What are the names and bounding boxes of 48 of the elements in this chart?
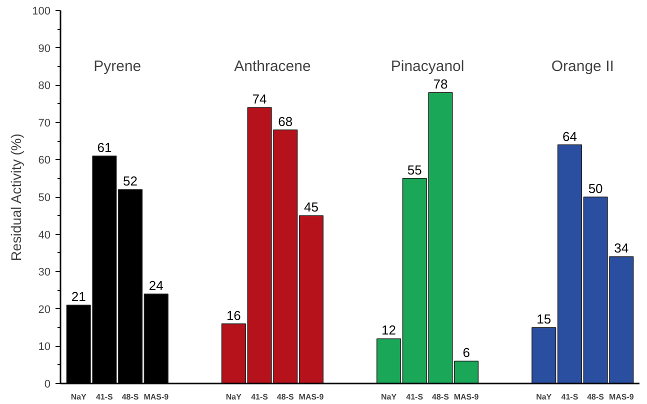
x-tick-label: 48-S xyxy=(122,392,140,402)
data-label: 21 xyxy=(71,289,86,304)
x-tick-label: NaY xyxy=(536,392,552,402)
x-tick-label: MAS-9 xyxy=(454,392,480,402)
data-label: 78 xyxy=(433,76,448,92)
x-tick-label: MAS-9 xyxy=(608,392,634,402)
x-tick-label: 48-S xyxy=(432,392,450,402)
x-tick-label: 41-S xyxy=(561,392,579,402)
x-tick-label: MAS-9 xyxy=(298,392,324,402)
data-label: 12 xyxy=(382,322,396,338)
annotation: Anthracene xyxy=(234,58,311,75)
x-tick-label: NaY xyxy=(380,392,398,402)
annotation: Orange II xyxy=(551,58,614,75)
data-label: 50 xyxy=(588,181,603,196)
x-tick-label: NaY xyxy=(70,392,88,402)
x-tick-label: 48-S xyxy=(276,392,294,402)
y-tick-label: 70 xyxy=(38,117,51,130)
data-label: 52 xyxy=(123,174,138,189)
y-tick-label: 10 xyxy=(38,341,51,354)
data-label: 34 xyxy=(614,240,629,256)
y-axis-title: Residual Activity (%) xyxy=(8,134,24,262)
y-tick-label: 30 xyxy=(38,266,51,279)
data-label: 15 xyxy=(536,312,552,327)
data-label: 16 xyxy=(226,308,241,323)
x-tick-label: MAS-9 xyxy=(144,392,170,402)
data-label: 24 xyxy=(148,278,164,293)
data-label: 45 xyxy=(304,200,318,215)
y-tick-label: 0 xyxy=(44,378,51,390)
y-tick-label: 20 xyxy=(38,304,51,316)
annotation: Pinacyanol xyxy=(390,58,464,75)
x-tick-label: 41-S xyxy=(406,392,424,402)
data-label: 61 xyxy=(97,140,112,155)
data-label: 68 xyxy=(278,114,293,129)
x-tick-label: 41-S xyxy=(96,392,114,402)
y-tick-label: 60 xyxy=(38,154,51,167)
data-label: 74 xyxy=(252,91,267,106)
x-tick-label: 41-S xyxy=(251,392,269,402)
y-tick-label: 90 xyxy=(38,42,51,55)
data-label: 64 xyxy=(562,128,577,144)
x-tick-label: 48-S xyxy=(587,392,605,402)
y-tick-label: 80 xyxy=(38,80,51,92)
y-tick-label: 100 xyxy=(32,6,51,18)
x-tick-label: NaY xyxy=(226,392,242,402)
y-tick-label: 40 xyxy=(38,229,51,242)
data-label: 55 xyxy=(407,162,422,178)
data-label: 6 xyxy=(462,345,470,360)
annotation: Pyrene xyxy=(94,58,142,75)
y-tick-label: 50 xyxy=(38,192,51,204)
